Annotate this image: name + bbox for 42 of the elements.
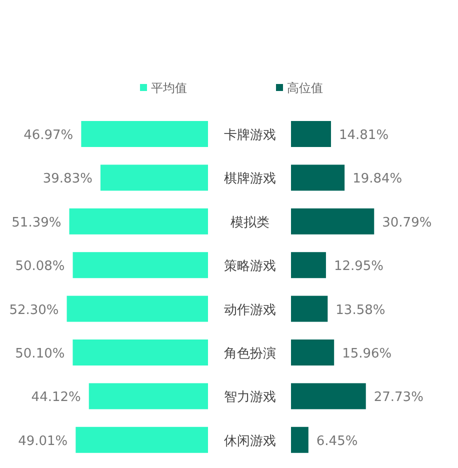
- data-label: 12.95%: [334, 259, 384, 274]
- data-label: 52.30%: [9, 302, 59, 318]
- bar: [291, 121, 331, 147]
- y-tick-label: 策略游戏: [224, 259, 276, 274]
- bar: [291, 383, 366, 410]
- y-tick-label: 模拟类: [230, 215, 270, 230]
- data-label: 14.81%: [338, 128, 389, 143]
- bar: [291, 208, 374, 234]
- bar: [100, 164, 208, 191]
- data-label: 13.58%: [336, 302, 386, 318]
- legend-label: 平均值: [151, 81, 187, 95]
- data-label: 50.10%: [15, 346, 65, 362]
- data-label: 39.83%: [42, 172, 92, 187]
- data-label: 15.96%: [342, 346, 392, 362]
- data-label: 19.84%: [352, 172, 402, 187]
- bar: [291, 340, 334, 366]
- legend-label: 高位值: [287, 81, 323, 95]
- bar: [72, 340, 208, 366]
- data-label: 51.39%: [12, 215, 62, 230]
- data-label: 6.45%: [316, 434, 358, 449]
- data-label: 44.12%: [31, 390, 81, 406]
- data-label: 46.97%: [24, 128, 74, 143]
- data-label: 49.01%: [18, 434, 68, 449]
- bar: [69, 208, 208, 234]
- bar: [81, 121, 208, 147]
- y-tick-label: 休闲游戏: [224, 434, 276, 449]
- y-tick-label: 智力游戏: [224, 390, 276, 406]
- y-tick-label: 棋牌游戏: [224, 172, 276, 187]
- bar: [291, 426, 308, 453]
- y-tick-label: 卡牌游戏: [224, 128, 276, 143]
- bar: [291, 252, 326, 278]
- data-label: 30.79%: [382, 215, 432, 230]
- bar: [66, 296, 208, 322]
- bar: [291, 164, 345, 191]
- bar: [72, 252, 208, 278]
- y-tick-label: 角色扮演: [224, 346, 276, 362]
- bar: [291, 296, 328, 322]
- y-tick-label: 动作游戏: [224, 302, 276, 318]
- data-label: 27.73%: [374, 390, 424, 406]
- bar: [76, 426, 208, 453]
- bar: [88, 383, 208, 410]
- data-label: 50.08%: [15, 259, 65, 274]
